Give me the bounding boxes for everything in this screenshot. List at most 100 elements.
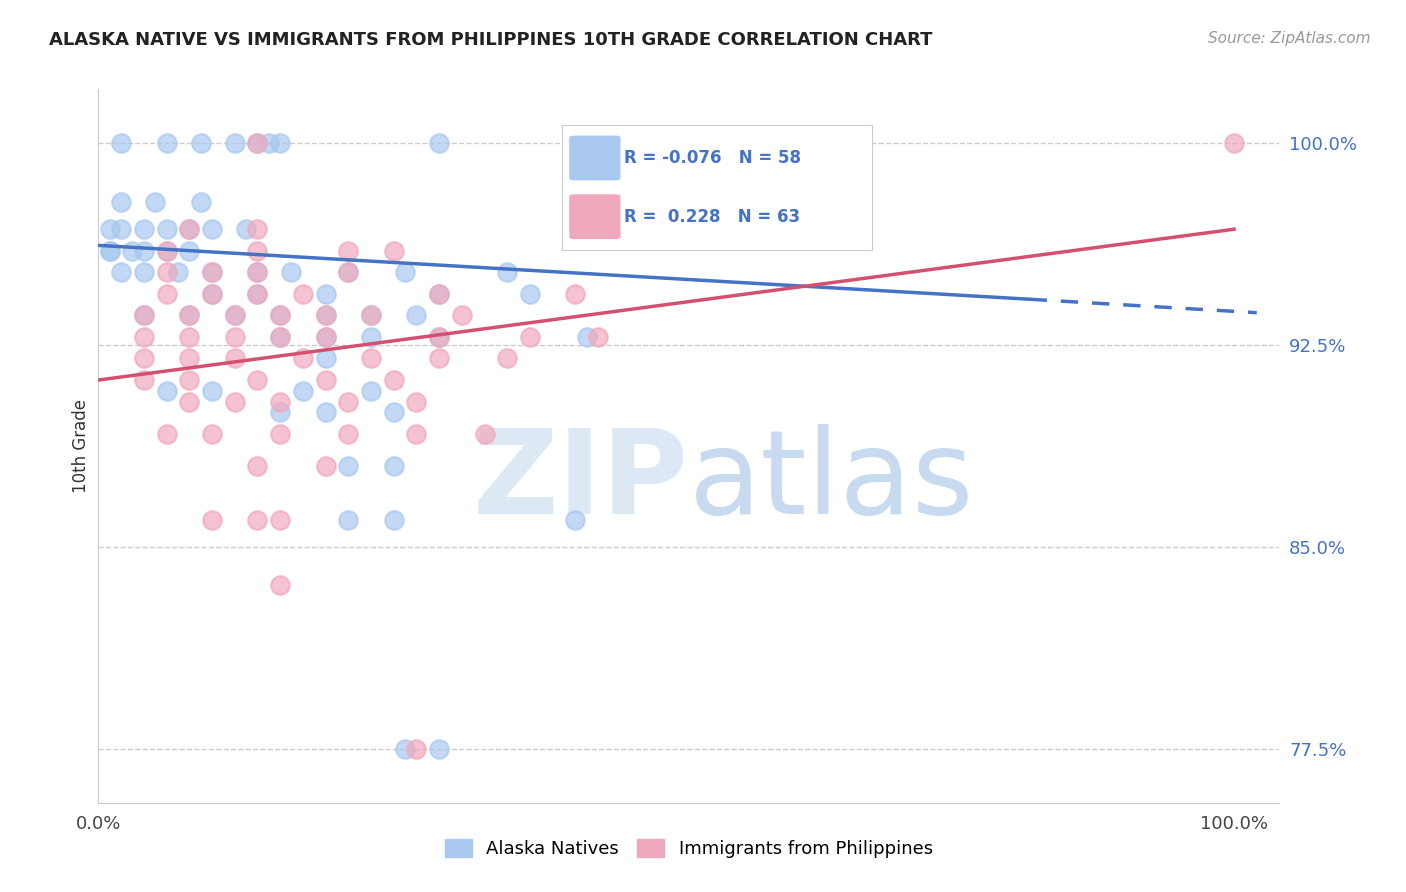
Point xyxy=(179,330,201,344)
Point xyxy=(190,136,212,150)
Point xyxy=(132,309,155,323)
Point xyxy=(269,136,291,150)
Point xyxy=(179,351,201,366)
Point xyxy=(337,459,360,474)
Point xyxy=(246,244,269,258)
Point xyxy=(519,330,541,344)
Point xyxy=(337,394,360,409)
Point xyxy=(132,265,155,279)
Text: ALASKA NATIVE VS IMMIGRANTS FROM PHILIPPINES 10TH GRADE CORRELATION CHART: ALASKA NATIVE VS IMMIGRANTS FROM PHILIPP… xyxy=(49,31,932,49)
Point xyxy=(315,309,337,323)
Point xyxy=(269,330,291,344)
Point xyxy=(110,265,132,279)
Point xyxy=(427,136,450,150)
Point xyxy=(427,286,450,301)
Point xyxy=(246,373,269,387)
Point xyxy=(291,384,314,398)
Point xyxy=(155,136,177,150)
Point xyxy=(382,405,405,419)
Text: atlas: atlas xyxy=(689,425,974,539)
Text: R =  0.228   N = 63: R = 0.228 N = 63 xyxy=(624,208,800,226)
Point xyxy=(246,513,269,527)
Point xyxy=(110,195,132,210)
Point xyxy=(224,136,246,150)
Point xyxy=(269,309,291,323)
Text: R = -0.076   N = 58: R = -0.076 N = 58 xyxy=(624,149,801,167)
Point xyxy=(291,351,314,366)
Y-axis label: 10th Grade: 10th Grade xyxy=(72,399,90,493)
Point xyxy=(405,394,427,409)
Point xyxy=(132,373,155,387)
Point xyxy=(132,330,155,344)
Point xyxy=(201,426,224,441)
Point xyxy=(405,309,427,323)
Point xyxy=(450,309,472,323)
Point xyxy=(257,136,280,150)
Point xyxy=(132,244,155,258)
Point xyxy=(246,136,269,150)
Point xyxy=(269,426,291,441)
Point xyxy=(360,351,382,366)
Point xyxy=(110,136,132,150)
Text: Source: ZipAtlas.com: Source: ZipAtlas.com xyxy=(1208,31,1371,46)
Point xyxy=(155,244,177,258)
Point xyxy=(394,742,416,756)
Point xyxy=(179,309,201,323)
Point xyxy=(269,513,291,527)
Point xyxy=(382,244,405,258)
Point xyxy=(519,286,541,301)
Point xyxy=(427,351,450,366)
Point xyxy=(224,309,246,323)
Point xyxy=(564,286,586,301)
Point xyxy=(201,513,224,527)
Point xyxy=(155,384,177,398)
Point xyxy=(360,330,382,344)
Point xyxy=(179,309,201,323)
Point xyxy=(269,394,291,409)
Point xyxy=(360,384,382,398)
Point xyxy=(291,286,314,301)
Point xyxy=(315,405,337,419)
Point xyxy=(143,195,166,210)
Point xyxy=(155,265,177,279)
Legend: Alaska Natives, Immigrants from Philippines: Alaska Natives, Immigrants from Philippi… xyxy=(437,831,941,865)
Point xyxy=(337,244,360,258)
Point xyxy=(394,265,416,279)
Point xyxy=(201,286,224,301)
FancyBboxPatch shape xyxy=(568,135,621,181)
Point xyxy=(474,426,496,441)
Point xyxy=(427,742,450,756)
Point xyxy=(315,373,337,387)
Point xyxy=(155,222,177,236)
Point xyxy=(98,244,121,258)
Point xyxy=(382,513,405,527)
Point xyxy=(201,222,224,236)
Point xyxy=(132,351,155,366)
Point xyxy=(496,351,519,366)
Point xyxy=(269,405,291,419)
Point xyxy=(235,222,257,236)
Point xyxy=(427,286,450,301)
Point xyxy=(179,222,201,236)
Point xyxy=(167,265,190,279)
Point xyxy=(201,265,224,279)
Point xyxy=(575,330,598,344)
Point xyxy=(315,286,337,301)
Point xyxy=(405,742,427,756)
Point xyxy=(269,330,291,344)
Point xyxy=(179,394,201,409)
Point xyxy=(405,426,427,441)
Point xyxy=(564,513,586,527)
Point xyxy=(224,330,246,344)
Point xyxy=(382,459,405,474)
Point xyxy=(224,309,246,323)
Point xyxy=(337,265,360,279)
Point xyxy=(246,286,269,301)
Point xyxy=(246,265,269,279)
Point xyxy=(315,330,337,344)
Point xyxy=(179,373,201,387)
Point xyxy=(496,265,519,279)
Point xyxy=(280,265,302,279)
Point xyxy=(246,222,269,236)
Point xyxy=(315,330,337,344)
